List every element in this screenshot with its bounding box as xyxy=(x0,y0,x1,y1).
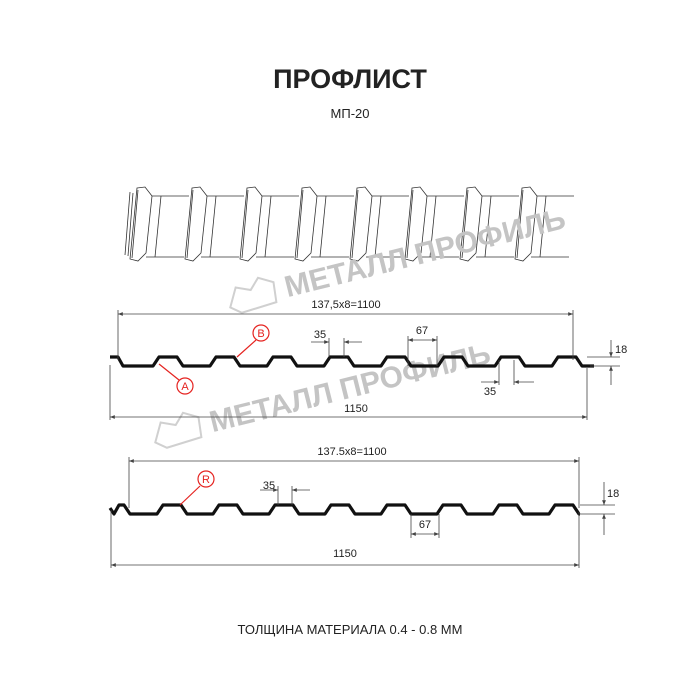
title: ПРОФЛИСТ xyxy=(273,64,427,94)
marker-r xyxy=(197,470,215,488)
marker-b xyxy=(252,324,270,342)
marker-a xyxy=(176,377,194,395)
pitch-label: 137,5x8=1100 xyxy=(311,299,380,311)
marker-a-label: A xyxy=(181,381,189,393)
watermark-2: МЕТАЛЛ ПРОФИЛЬ xyxy=(154,337,494,449)
profile-1-section xyxy=(110,355,594,368)
material-thickness: ТОЛЩИНА МАТЕРИАЛА 0.4 - 0.8 ММ xyxy=(238,622,463,637)
top-width-label: 35 xyxy=(314,329,326,341)
total-label: 1150 xyxy=(333,548,357,560)
total-label: 1150 xyxy=(344,403,368,415)
pitch-label: 137.5x8=1100 xyxy=(317,446,386,458)
rib-width-label: 67 xyxy=(419,519,431,531)
watermark-text: МЕТАЛЛ ПРОФИЛЬ xyxy=(206,337,494,439)
sheet-rib xyxy=(404,186,428,262)
marker-b-label: B xyxy=(257,328,264,340)
sheet-rib xyxy=(459,186,483,262)
sheet-rib xyxy=(349,186,373,262)
height-label: 18 xyxy=(615,344,627,356)
height-label: 18 xyxy=(607,488,619,500)
watermark-1: МЕТАЛЛ ПРОФИЛЬ xyxy=(229,202,569,314)
top-width-label: 35 xyxy=(263,480,275,492)
marker-r-label: R xyxy=(202,474,210,486)
sheet-rib xyxy=(184,186,208,262)
profile-2-section xyxy=(108,503,581,516)
sheet-rib xyxy=(294,186,318,262)
sheet-3d-view xyxy=(124,186,574,262)
bottom-width-label: 35 xyxy=(484,386,496,398)
rib-width-label: 67 xyxy=(416,325,428,337)
sheet-rib xyxy=(514,186,538,262)
sheet-rib xyxy=(239,186,263,262)
subtitle: МП-20 xyxy=(331,106,370,121)
sheet-rib xyxy=(129,186,153,262)
profile-1: 137,5x8=1100 1150 35 67 35 18 B A xyxy=(109,299,627,420)
profile-2: 137.5x8=1100 1150 35 67 18 R xyxy=(108,446,619,568)
